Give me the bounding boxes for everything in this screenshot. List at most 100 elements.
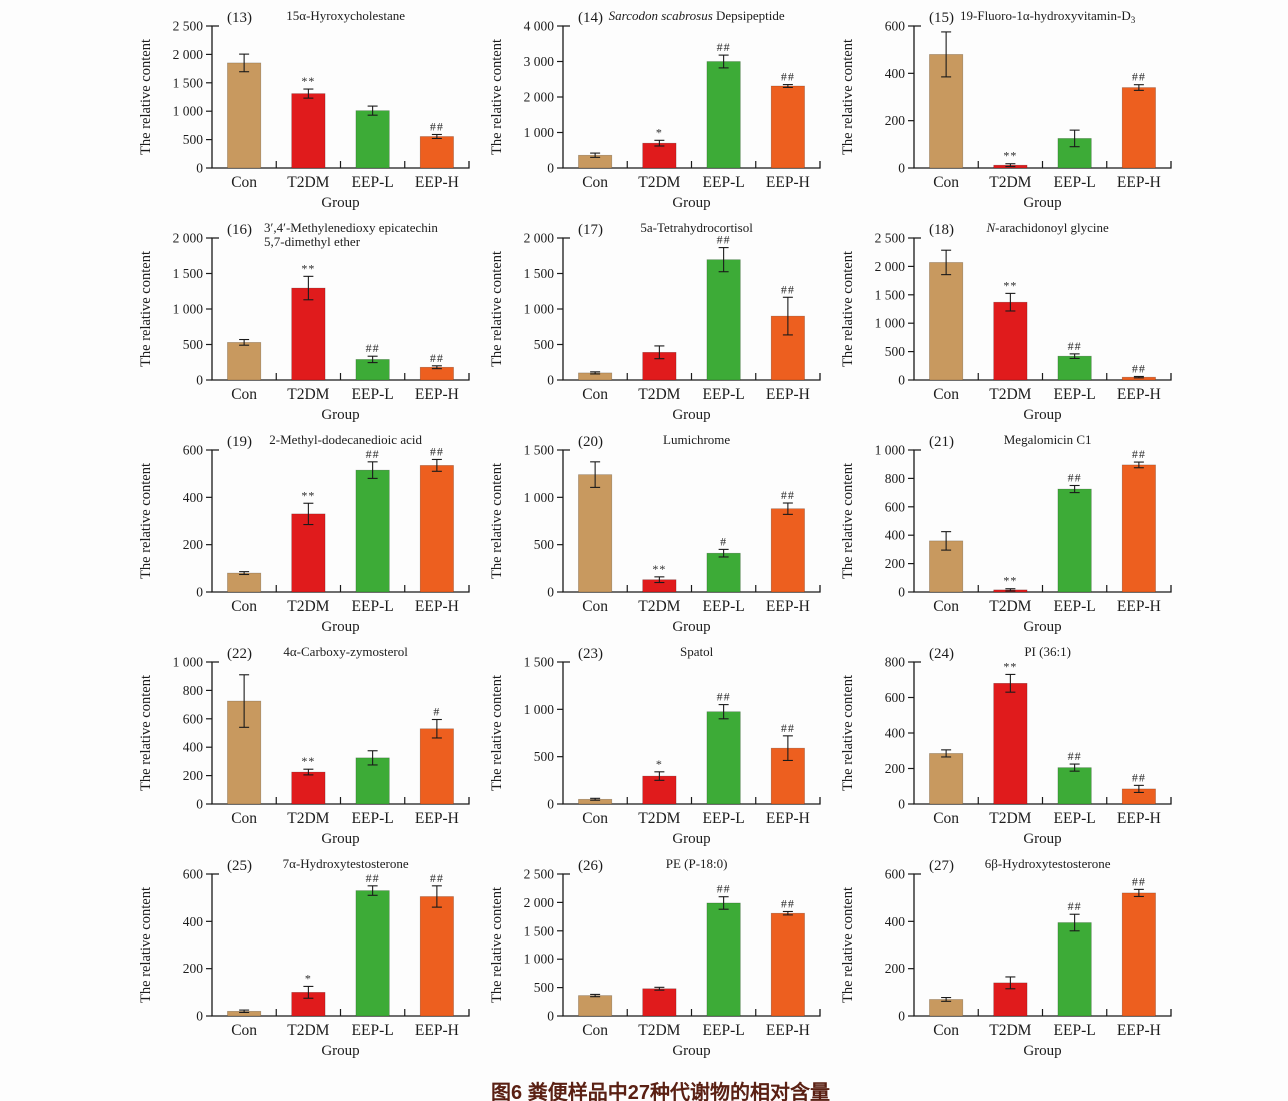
panel-number: (18) xyxy=(929,222,954,238)
bar-chart-19: 0 200 400 600 Con ** T2DM ## EEP-L ## EEP-H Group Th… xyxy=(138,432,470,635)
x-category-label: T2DM xyxy=(638,598,680,615)
y-axis-title: The relative content xyxy=(489,675,505,791)
error-bar-EEP-L xyxy=(367,750,378,766)
bar-EEP-L xyxy=(706,61,741,169)
y-tick-label: 0 xyxy=(547,1009,554,1024)
significance-marker: ** xyxy=(301,74,315,88)
x-category-label: EEP-L xyxy=(703,1022,745,1039)
bar-T2DM xyxy=(642,142,677,169)
chart-panel-26: 0 500 1 000 1 500 2 000 2 500 Con T2DM ## EEP-L ##… xyxy=(485,854,836,1066)
significance-marker: ** xyxy=(301,488,315,502)
y-axis-title: The relative content xyxy=(138,463,154,579)
error-bar-Con xyxy=(239,1009,250,1013)
bar-EEP-L xyxy=(1057,355,1092,381)
y-tick-label: 1 000 xyxy=(524,952,555,967)
y-tick-label: 0 xyxy=(898,797,905,812)
y-tick-label: 500 xyxy=(885,344,906,359)
y-axis-title: The relative content xyxy=(840,675,856,791)
significance-marker: ## xyxy=(1068,899,1082,913)
bar-EEP-H xyxy=(770,85,805,169)
panel-number: (17) xyxy=(578,222,603,238)
x-axis-title: Group xyxy=(672,195,710,211)
bar-EEP-L xyxy=(355,469,390,593)
y-tick-label: 1 500 xyxy=(524,655,555,670)
error-bar-EEP-H xyxy=(782,296,793,336)
chart-panel-21: 0 200 400 600 800 1 000 Con ** T2DM ## EEP-L ## EEP-… xyxy=(836,430,1187,642)
y-axis-title: The relative content xyxy=(138,39,154,155)
y-tick-label: 2 000 xyxy=(524,231,555,246)
error-bar-T2DM xyxy=(1005,292,1016,312)
significance-marker: ## xyxy=(366,341,380,355)
error-bar-Con xyxy=(590,797,601,801)
error-bar-EEP-L xyxy=(718,247,729,273)
y-axis-title: The relative content xyxy=(489,39,505,155)
panel-number: (15) xyxy=(929,10,954,26)
y-tick-label: 1 500 xyxy=(524,923,555,938)
error-bar-Con xyxy=(239,571,250,576)
y-tick-label: 1 000 xyxy=(173,655,204,670)
bar-EEP-L xyxy=(355,757,390,805)
y-tick-label: 400 xyxy=(885,528,906,543)
significance-marker: ## xyxy=(781,70,795,84)
y-tick-label: 1 500 xyxy=(173,75,204,90)
y-tick-label: 1 500 xyxy=(524,443,555,458)
chart-panel-24: 0 200 400 600 800 Con ** T2DM ## EEP-L ## EEP-H Grou… xyxy=(836,642,1187,854)
panel-number: (27) xyxy=(929,858,954,874)
significance-marker: * xyxy=(305,971,312,985)
error-bar-T2DM xyxy=(1005,976,1016,990)
y-tick-label: 200 xyxy=(885,761,906,776)
y-tick-label: 1 000 xyxy=(524,125,555,140)
y-tick-label: 600 xyxy=(885,19,906,34)
x-category-label: T2DM xyxy=(287,598,329,615)
chart-title: 4α-Carboxy-zymosterol xyxy=(283,644,408,659)
y-tick-label: 0 xyxy=(196,373,203,388)
x-category-label: EEP-L xyxy=(1054,174,1096,191)
error-bar-EEP-L xyxy=(718,704,729,720)
x-category-label: T2DM xyxy=(287,1022,329,1039)
error-bar-T2DM xyxy=(654,345,665,360)
x-category-label: Con xyxy=(582,386,608,403)
x-axis-title: Group xyxy=(321,195,359,211)
bar-EEP-H xyxy=(770,508,805,593)
error-bar-Con xyxy=(239,53,250,73)
x-category-label: Con xyxy=(582,810,608,827)
bar-EEP-H xyxy=(419,136,454,169)
chart-title: Spatol xyxy=(680,644,714,659)
y-axis-title: The relative content xyxy=(840,463,856,579)
y-tick-label: 1 000 xyxy=(524,490,555,505)
x-category-label: EEP-H xyxy=(766,810,810,827)
y-axis-title: The relative content xyxy=(138,251,154,367)
error-bar-EEP-L xyxy=(718,54,729,69)
chart-panel-27: 0 200 400 600 Con T2DM ## EEP-L ## EEP-H Group The … xyxy=(836,854,1187,1066)
x-axis-title: Group xyxy=(1023,831,1061,847)
significance-marker: ## xyxy=(1068,749,1082,763)
y-tick-label: 1 000 xyxy=(524,702,555,717)
significance-marker: ## xyxy=(430,119,444,133)
bar-T2DM xyxy=(291,513,326,593)
bar-chart-25: 0 200 400 600 Con * T2DM ## EEP-L ## EEP-H Group The… xyxy=(138,856,470,1059)
x-category-label: EEP-L xyxy=(352,598,394,615)
error-bar-EEP-H xyxy=(1133,784,1144,794)
error-bar-T2DM xyxy=(654,576,665,584)
x-category-label: EEP-L xyxy=(703,386,745,403)
error-bar-EEP-L xyxy=(367,355,378,364)
error-bar-T2DM xyxy=(654,771,665,781)
error-bar-T2DM xyxy=(654,139,665,147)
error-bar-EEP-L xyxy=(367,105,378,116)
chart-panel-13: 0 500 1 000 1 500 2 000 2 500 Con ** T2DM EEP-L ##… xyxy=(134,6,485,218)
bar-Con xyxy=(578,474,613,593)
significance-marker: ## xyxy=(1068,339,1082,353)
y-tick-label: 0 xyxy=(196,161,203,176)
y-tick-label: 400 xyxy=(885,914,906,929)
significance-marker: ** xyxy=(301,754,315,768)
significance-marker: ** xyxy=(652,562,666,576)
chart-title: 5a-Tetrahydrocortisol xyxy=(640,220,753,235)
bar-T2DM xyxy=(993,301,1028,381)
y-axis-title: The relative content xyxy=(489,887,505,1003)
panel-number: (13) xyxy=(227,10,252,26)
error-bar-Con xyxy=(590,152,601,158)
figure-grid: 0 500 1 000 1 500 2 000 2 500 Con ** T2DM EEP-L ##… xyxy=(134,6,1288,1066)
x-category-label: EEP-H xyxy=(1117,1022,1161,1039)
error-bar-Con xyxy=(941,996,952,1002)
chart-title: 19-Fluoro-1α-hydroxyvitamin-D3 xyxy=(960,8,1136,25)
